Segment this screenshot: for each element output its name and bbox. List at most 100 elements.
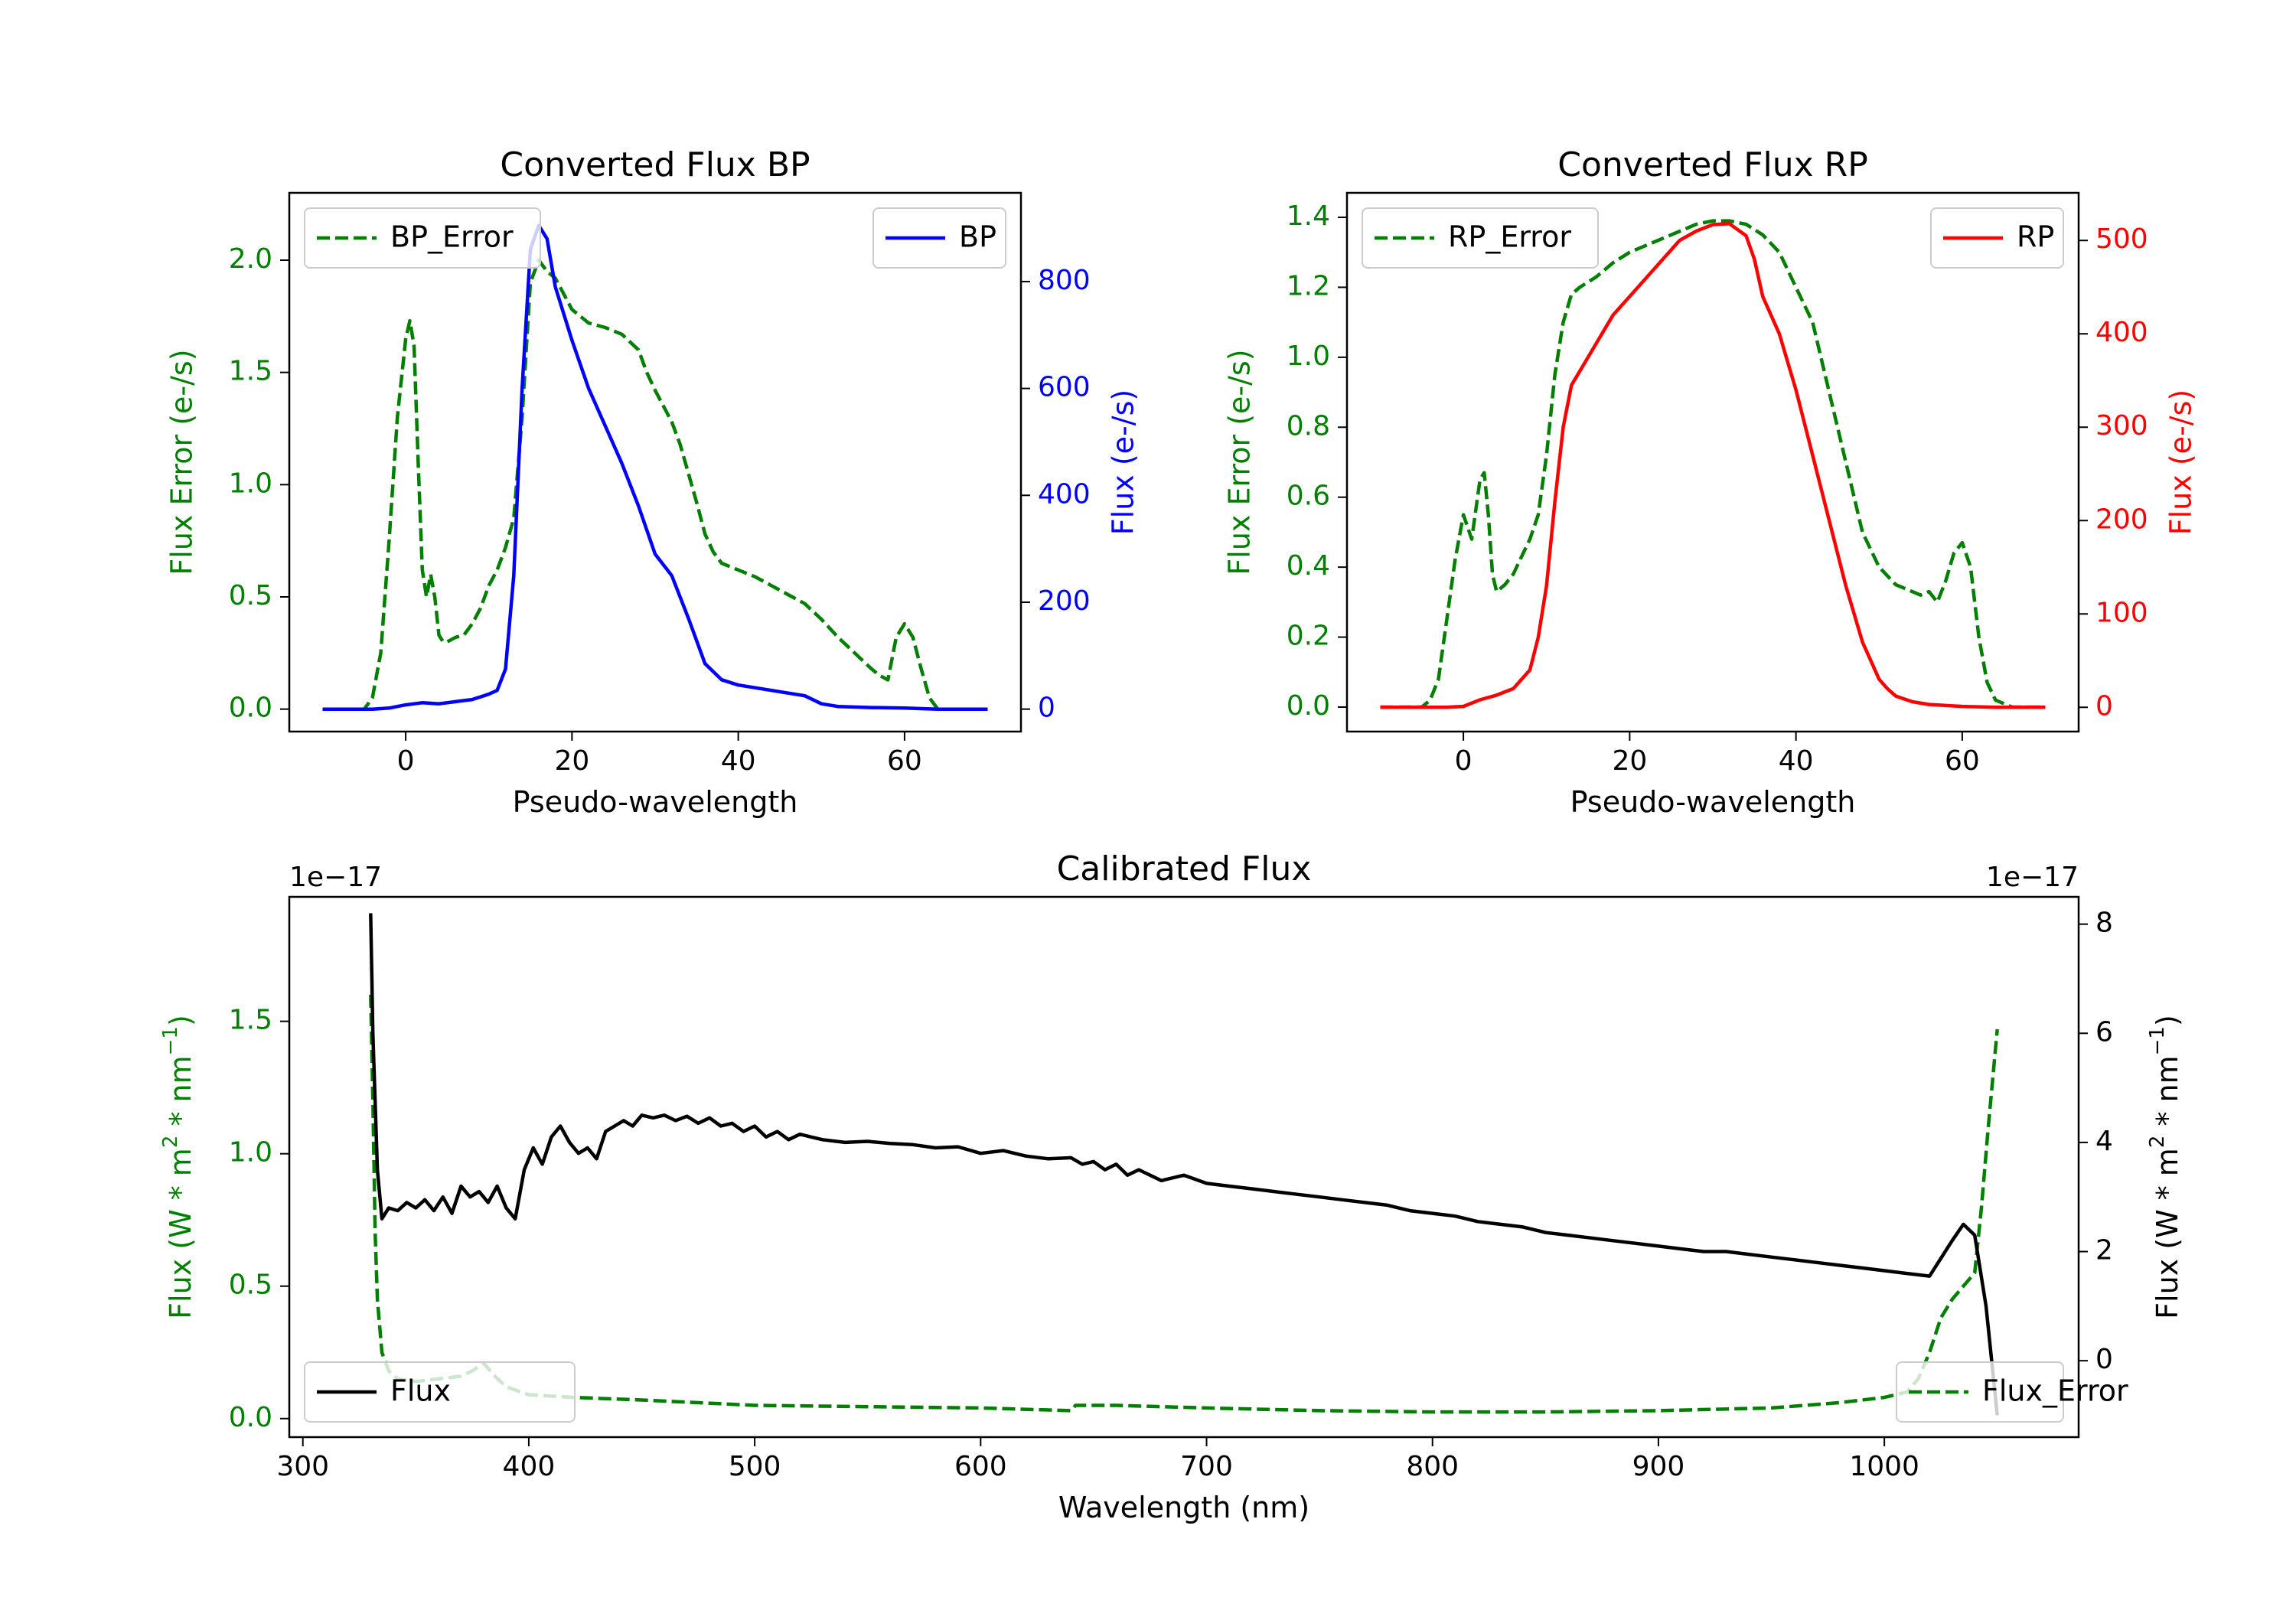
y-right-axis-label-part: * nm xyxy=(2151,1055,2184,1135)
y-right-tick-label: 6 xyxy=(2095,1016,2113,1048)
y-left-tick-label: 0.5 xyxy=(229,580,272,611)
x-tick-label: 0 xyxy=(1455,745,1473,777)
x-tick-label: 60 xyxy=(887,745,922,777)
x-tick-label: 60 xyxy=(1945,745,1980,777)
axes-frame xyxy=(288,895,2080,1439)
legend-label: BP_Error xyxy=(390,220,514,254)
y-left-tick-label: 0.0 xyxy=(229,693,272,724)
y-left-axis-label: Flux Error (e-/s) xyxy=(1223,349,1257,575)
y-right-tick-label: 0 xyxy=(1038,693,1055,724)
plot-area xyxy=(1380,219,2046,709)
y-right-axis-label-part: Flux (W * m xyxy=(2151,1148,2184,1319)
y-left-tick-label: 2.0 xyxy=(229,243,272,275)
y-right-tick-label: 200 xyxy=(1038,585,1091,617)
chart-title: Converted Flux BP xyxy=(500,145,810,184)
x-axis-label: Pseudo-wavelength xyxy=(513,785,798,819)
x-tick-label: 20 xyxy=(1612,745,1647,777)
y-right-tick-label: 4 xyxy=(2095,1126,2113,1157)
y-right-tick-label: 500 xyxy=(2095,223,2148,255)
series-line-flux xyxy=(369,913,1999,1416)
y-right-tick-label: 400 xyxy=(1038,478,1091,510)
legend-box xyxy=(304,207,541,269)
legend-box xyxy=(1362,207,1599,269)
legend-right-axis: BP xyxy=(872,207,1006,269)
y-right-axis-label: Flux (W * m2 * nm−1) xyxy=(2146,1015,2184,1319)
axes-frame xyxy=(1345,191,2080,733)
legend-box xyxy=(304,1361,576,1423)
y-right-tick-label: 2 xyxy=(2095,1235,2113,1266)
x-tick-label: 300 xyxy=(276,1451,329,1482)
y-left-axis-label-part: ) xyxy=(164,1015,197,1026)
plot-area xyxy=(322,223,988,711)
y-left-tick-label: 0.8 xyxy=(1287,410,1330,442)
y-left-axis-label-part: 2 xyxy=(159,1136,182,1149)
series-line-rp-error xyxy=(1380,219,2046,709)
y-left-tick-label: 0.0 xyxy=(1287,690,1330,722)
y-left-tick-label: 0.4 xyxy=(1287,550,1330,582)
legend-right-axis: RP xyxy=(1930,207,2064,269)
x-tick-label: 900 xyxy=(1632,1451,1685,1482)
legend-label: RP_Error xyxy=(1448,220,1571,254)
y-left-tick-label: 0.2 xyxy=(1287,621,1330,652)
y-left-tick-label: 0.5 xyxy=(229,1270,272,1301)
y-left-tick-label: 0.0 xyxy=(229,1402,272,1433)
y-right-tick-label: 600 xyxy=(1038,372,1091,403)
x-axis-label: Wavelength (nm) xyxy=(1058,1491,1309,1524)
y-left-offset-text: 1e−17 xyxy=(289,862,382,893)
x-tick-label: 0 xyxy=(397,745,415,777)
y-right-tick-label: 0 xyxy=(2095,1344,2113,1375)
y-left-tick-label: 1.0 xyxy=(229,1137,272,1169)
legend-right-axis: Flux xyxy=(304,1361,576,1423)
y-right-axis-label-part: ) xyxy=(2151,1015,2184,1026)
plot-area xyxy=(369,913,1999,1416)
x-tick-label: 600 xyxy=(954,1451,1007,1482)
x-tick-label: 40 xyxy=(1779,745,1814,777)
y-right-tick-label: 200 xyxy=(2095,504,2148,535)
y-left-axis-label-part: * nm xyxy=(164,1055,197,1135)
y-right-axis-label: Flux (e-/s) xyxy=(2164,390,2198,535)
y-left-axis-label-part: −1 xyxy=(159,1026,182,1055)
y-left-tick-label: 1.5 xyxy=(229,1005,272,1036)
legend-left-axis: BP_Error xyxy=(304,207,541,269)
y-left-axis-label: Flux (W * m2 * nm−1) xyxy=(159,1015,197,1319)
y-right-tick-label: 400 xyxy=(2095,317,2148,348)
x-tick-label: 40 xyxy=(721,745,756,777)
y-left-tick-label: 1.5 xyxy=(229,356,272,387)
x-tick-label: 800 xyxy=(1406,1451,1459,1482)
chart-title: Calibrated Flux xyxy=(1057,849,1312,888)
legend-box xyxy=(1896,1361,2064,1423)
x-axis-label: Pseudo-wavelength xyxy=(1570,785,1856,819)
x-tick-label: 400 xyxy=(503,1451,556,1482)
y-left-axis-label: Flux Error (e-/s) xyxy=(165,349,199,575)
legend-label: Flux_Error xyxy=(1982,1374,2128,1408)
y-right-tick-label: 8 xyxy=(2095,908,2113,939)
y-left-tick-label: 1.4 xyxy=(1287,200,1330,232)
y-right-tick-label: 300 xyxy=(2095,410,2148,442)
y-left-tick-label: 0.6 xyxy=(1287,481,1330,512)
x-tick-label: 20 xyxy=(554,745,589,777)
chart-cal: Calibrated Flux 300 400 500 600 700 800 900 1000… xyxy=(159,849,2184,1524)
y-left-tick-label: 1.2 xyxy=(1287,270,1330,302)
chart-rp: Converted Flux RP 0 20 40 60 Pseudo-wavelengt… xyxy=(1223,145,2198,819)
y-right-tick-label: 100 xyxy=(2095,597,2148,628)
legend-left-axis: Flux_Error xyxy=(1896,1361,2128,1423)
y-left-axis-label-part: Flux (W * m xyxy=(164,1148,197,1319)
axes-frame xyxy=(288,191,1022,733)
y-right-axis-label-part: −1 xyxy=(2146,1026,2169,1055)
series-line-rp xyxy=(1380,222,2046,709)
chart-bp: Converted Flux BP 0 20 40 60 Pseudo-wavelengt… xyxy=(165,145,1140,819)
y-right-axis-label-part: 2 xyxy=(2146,1136,2169,1149)
y-left-tick-label: 1.0 xyxy=(1287,341,1330,372)
y-right-axis-label: Flux (e-/s) xyxy=(1107,390,1140,535)
chart-title: Converted Flux RP xyxy=(1557,145,1868,184)
series-line-bp-error xyxy=(322,258,988,711)
y-right-tick-label: 0 xyxy=(2095,690,2113,722)
x-tick-label: 1000 xyxy=(1849,1451,1919,1482)
legend-label: RP xyxy=(2017,220,2054,254)
legend-label: BP xyxy=(959,220,996,254)
y-left-tick-label: 1.0 xyxy=(229,468,272,499)
legend-label: Flux xyxy=(390,1374,451,1408)
series-line-flux-error xyxy=(369,994,1999,1414)
y-right-tick-label: 800 xyxy=(1038,265,1091,296)
